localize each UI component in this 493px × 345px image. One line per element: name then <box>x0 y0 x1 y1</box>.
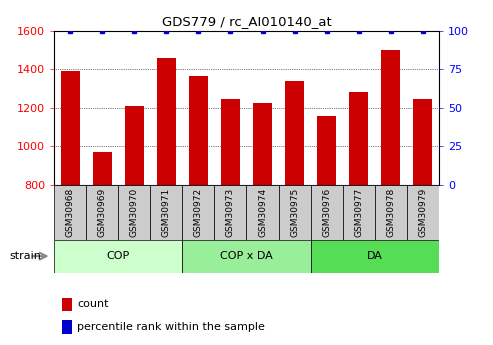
Bar <box>189 76 208 185</box>
Text: strain: strain <box>10 251 42 261</box>
Bar <box>407 185 439 240</box>
Bar <box>246 185 279 240</box>
Text: GSM30975: GSM30975 <box>290 188 299 237</box>
Bar <box>311 185 343 240</box>
Bar <box>62 320 71 334</box>
Bar <box>157 58 176 185</box>
Text: GSM30972: GSM30972 <box>194 188 203 237</box>
Text: COP x DA: COP x DA <box>220 251 273 261</box>
Bar <box>381 50 400 185</box>
Text: COP: COP <box>106 251 130 261</box>
Bar <box>253 103 272 185</box>
Text: GSM30978: GSM30978 <box>386 188 395 237</box>
Text: GSM30974: GSM30974 <box>258 188 267 237</box>
Bar <box>118 185 150 240</box>
Bar <box>214 185 246 240</box>
Bar <box>150 185 182 240</box>
Text: GSM30970: GSM30970 <box>130 188 139 237</box>
Text: GSM30969: GSM30969 <box>98 188 107 237</box>
Bar <box>221 99 240 185</box>
Text: GSM30979: GSM30979 <box>418 188 427 237</box>
Text: GSM30976: GSM30976 <box>322 188 331 237</box>
Bar <box>182 185 214 240</box>
Text: GSM30971: GSM30971 <box>162 188 171 237</box>
Title: GDS779 / rc_AI010140_at: GDS779 / rc_AI010140_at <box>162 16 331 29</box>
Bar <box>343 185 375 240</box>
Bar <box>61 71 80 185</box>
Bar <box>125 106 144 185</box>
Bar <box>349 92 368 185</box>
Bar <box>54 240 182 273</box>
Text: GSM30968: GSM30968 <box>66 188 75 237</box>
Text: GSM30977: GSM30977 <box>354 188 363 237</box>
Text: GSM30973: GSM30973 <box>226 188 235 237</box>
Text: percentile rank within the sample: percentile rank within the sample <box>77 322 265 332</box>
Bar <box>86 185 118 240</box>
Bar <box>413 99 432 185</box>
Bar <box>375 185 407 240</box>
Bar <box>285 81 304 185</box>
Text: count: count <box>77 299 109 309</box>
Bar <box>317 117 336 185</box>
Bar <box>311 240 439 273</box>
Bar <box>54 185 86 240</box>
Text: DA: DA <box>367 251 383 261</box>
Bar <box>182 240 311 273</box>
Bar <box>93 152 112 185</box>
Bar <box>279 185 311 240</box>
Bar <box>62 298 71 311</box>
